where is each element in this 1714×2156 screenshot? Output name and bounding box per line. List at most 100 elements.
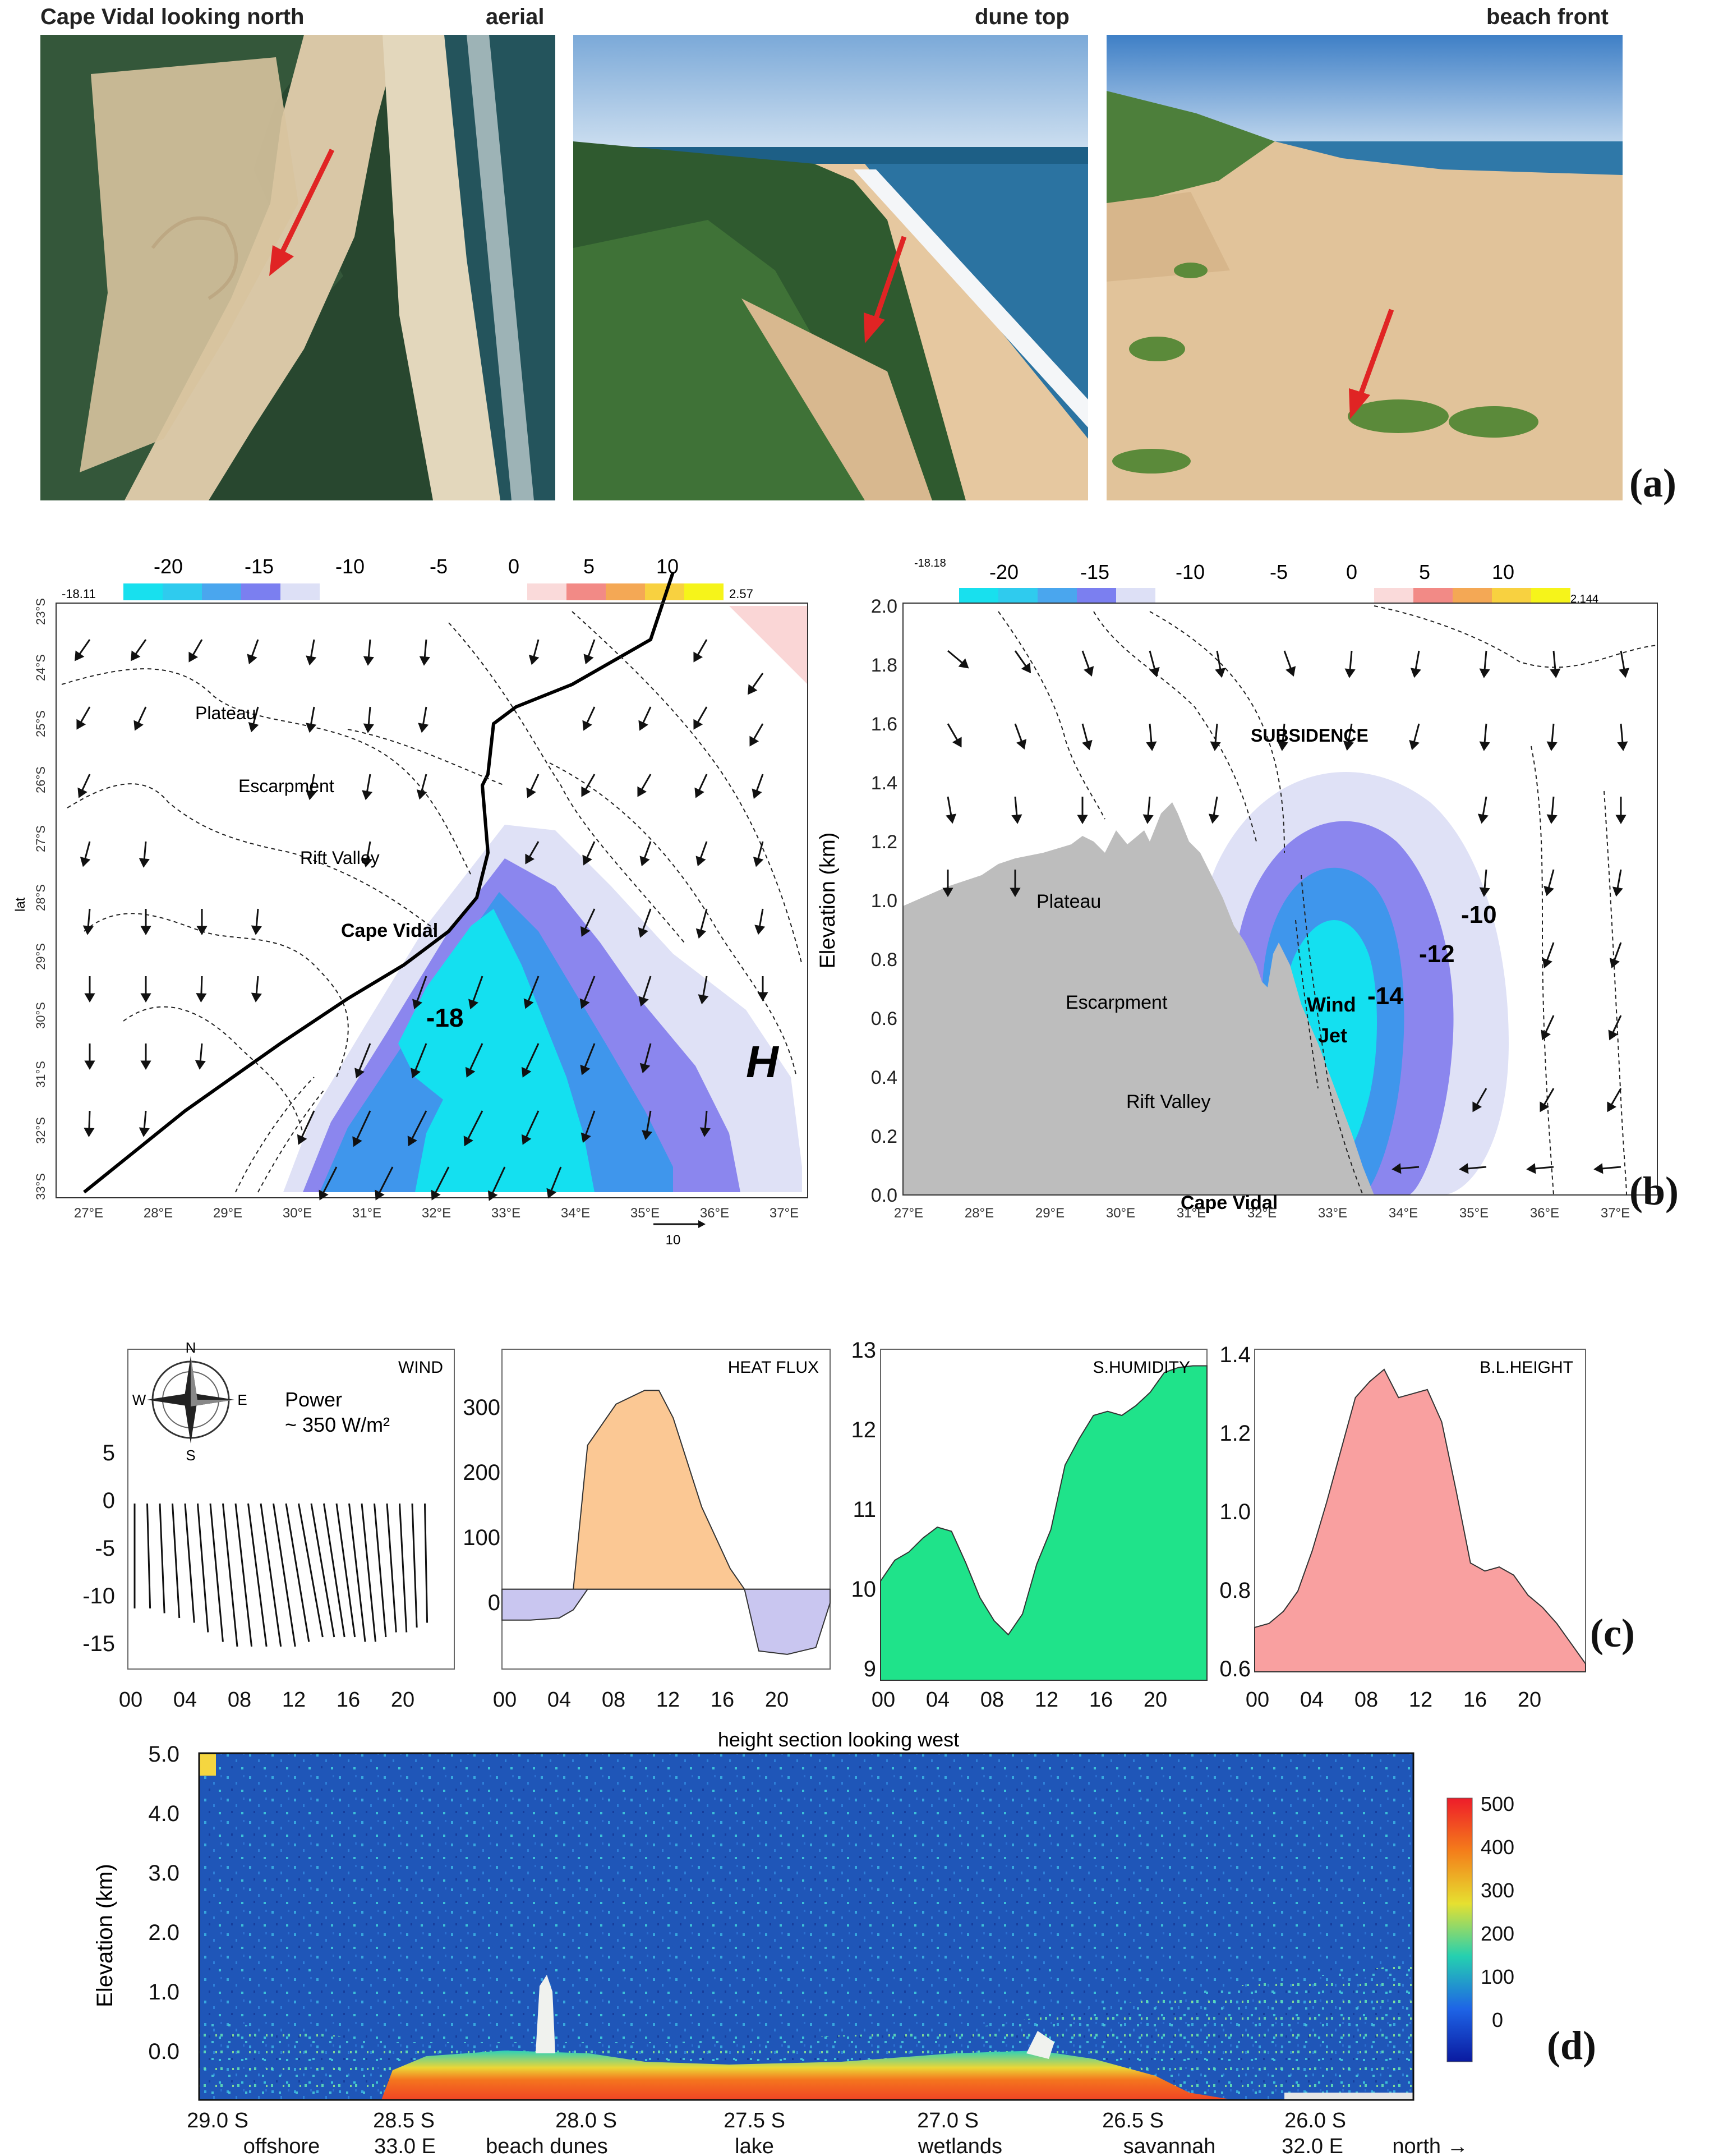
colorbar-swatch (123, 583, 163, 600)
wind-vector (1612, 869, 1623, 897)
wind-vector (754, 908, 766, 935)
colorbar-swatch (527, 583, 566, 600)
wind-vector (946, 796, 957, 824)
contour-label: -12 (1419, 940, 1455, 968)
lon-tick: 32°E (422, 1206, 451, 1221)
aerial-photo-tag: aerial (486, 4, 545, 29)
beach-front-photo (1107, 35, 1623, 500)
wind-vector (131, 639, 147, 661)
wind-title: WIND (398, 1358, 443, 1377)
wind-vector (1210, 723, 1221, 751)
wind-vector (639, 1043, 652, 1074)
lat-tick: 30°S (34, 1002, 48, 1029)
x-tick: 08 (602, 1688, 625, 1712)
dune-top-photo-tag: dune top (975, 4, 1070, 29)
wind-vector (84, 976, 95, 1003)
wind-vector (139, 841, 150, 868)
lon-tick: 31°E (352, 1206, 381, 1221)
wind-vector (487, 1166, 506, 1201)
lidar-cb-tick: 400 (1481, 1836, 1514, 1859)
label-subsidence: SUBSIDENCE (1251, 725, 1369, 746)
x-tick: 08 (980, 1688, 1004, 1712)
wind-vector (580, 1043, 596, 1075)
wind-vector (1609, 942, 1622, 969)
wind-vector (582, 706, 596, 731)
wind-vector (752, 774, 764, 799)
cb-tick: 10 (1492, 560, 1514, 583)
y-tick: 0.2 (871, 1126, 897, 1147)
heat-flux-negative-area (501, 1588, 831, 1655)
wind-stick (323, 1503, 345, 1638)
cb-tick: -10 (335, 555, 365, 578)
wind-vector (757, 976, 768, 1001)
label-wind: Wind (1307, 993, 1356, 1016)
lon-tick: 32°E (1247, 1206, 1277, 1221)
wind-vector (526, 774, 540, 798)
wind-vector (525, 841, 540, 865)
wind-vector (694, 774, 708, 798)
wind-vector (375, 1166, 394, 1201)
cb-tick: -15 (1080, 560, 1109, 583)
wind-vector (1542, 942, 1555, 969)
heat-x-ticks: 00 04 08 12 16 20 (493, 1688, 789, 1712)
compass-w: W (132, 1391, 146, 1408)
wind-vector (363, 706, 374, 733)
colorbar-swatch (1374, 588, 1413, 604)
x-tick: 04 (173, 1688, 197, 1712)
lidar-y-tick: 4.0 (148, 1801, 179, 1826)
wind-map-left: -18.11 2.57 -20 -15 -10 -5 0 5 10 (13, 555, 808, 1248)
colorbar-swatch (241, 583, 280, 600)
lidar-cb-tick: 200 (1481, 1922, 1514, 1945)
colorbar-min-left: -18.11 (62, 587, 96, 601)
compass-icon: N S W E (132, 1339, 247, 1464)
humidity-title: S.HUMIDITY (1093, 1358, 1190, 1377)
wind-vector (140, 1043, 151, 1070)
lat-tick: 26.5 S (1102, 2109, 1164, 2132)
wind-sticks (133, 1503, 428, 1647)
wind-vector (465, 1043, 483, 1078)
x-tick: 00 (119, 1688, 142, 1712)
label-plateau: Plateau (1036, 891, 1101, 912)
map-label-rift-valley: Rift Valley (300, 848, 380, 868)
x-tick: 20 (1518, 1688, 1541, 1712)
wind-vector (251, 908, 262, 935)
x-tick: 20 (1144, 1688, 1167, 1712)
power-label: Power (285, 1388, 342, 1411)
wind-stick (399, 1503, 408, 1633)
wind-vector (411, 1043, 427, 1079)
y-tick: 1.4 (871, 773, 897, 794)
heat-y-tick: 200 (463, 1460, 500, 1485)
wind-vector (84, 1110, 95, 1137)
beach-front-photo-tag: beach front (1486, 4, 1609, 29)
wind-vector (1215, 650, 1226, 678)
wind-vector (306, 639, 317, 666)
wind-vector (1607, 1088, 1622, 1113)
wind-stick (247, 1503, 268, 1647)
panel-b-letter: (b) (1629, 1169, 1679, 1213)
wind-vector (133, 706, 147, 731)
colorbar-swatch (1492, 588, 1531, 604)
wind-stick (146, 1503, 151, 1609)
lon-tick: 36°E (700, 1206, 729, 1221)
colorbar-swatch (606, 583, 645, 600)
location-label: beach dunes (486, 2135, 608, 2156)
lidar-y-tick: 5.0 (148, 1742, 179, 1767)
wind-vector (76, 706, 91, 730)
map-label-escarpment: Escarpment (238, 776, 334, 796)
humidity-x-ticks: 00 04 08 12 16 20 (872, 1688, 1167, 1712)
lat-tick: 33°S (34, 1173, 48, 1200)
cb-tick: -5 (430, 555, 448, 578)
colorbar-swatch (1077, 588, 1116, 604)
wind-vector (1344, 650, 1356, 678)
lon-tick: 28°E (965, 1206, 994, 1221)
wind-x-ticks: 00 04 08 12 16 20 (119, 1688, 414, 1712)
wind-vector (693, 706, 708, 730)
map-value-label: -18 (426, 1003, 463, 1032)
lon-tick: 27°E (894, 1206, 923, 1221)
heat-title: HEAT FLUX (728, 1358, 819, 1377)
lidar-y-tick: 3.0 (148, 1861, 179, 1886)
wind-y-tick: 5 (103, 1441, 115, 1465)
time-series-charts: WIND N S W E Power ~ 350 W/m² 5 0 -5 -10… (82, 1338, 1586, 1712)
wind-stick (411, 1503, 418, 1628)
wind-vector (419, 639, 430, 666)
